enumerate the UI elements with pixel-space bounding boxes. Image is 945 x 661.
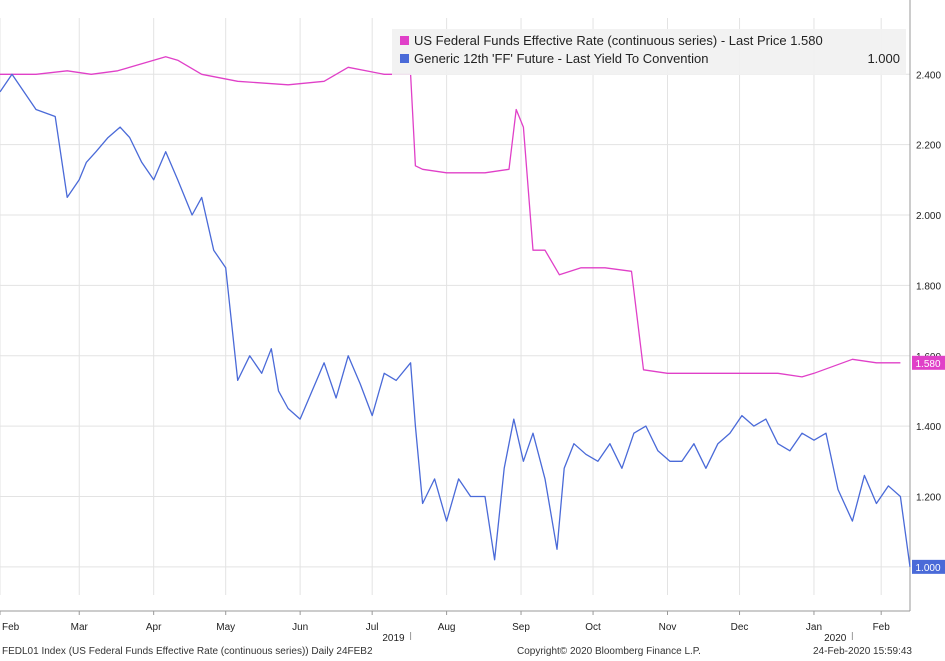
footer-copyright: Copyright© 2020 Bloomberg Finance L.P. [517, 646, 701, 657]
x-tick-label: Oct [585, 622, 601, 633]
x-tick-label: May [216, 622, 235, 633]
year-label: 2019 [382, 633, 405, 644]
x-tick-label: Mar [71, 622, 89, 633]
x-axis: Feb Mar Apr May Jun Jul Aug Sep Oct Nov Dec Jan Feb 2… [0, 610, 910, 644]
x-tick-label: Sep [512, 622, 530, 633]
y-tick-label: 2.400 [916, 70, 941, 81]
last-value-text-0: 1.580 [915, 359, 940, 370]
grid [0, 0, 911, 611]
last-value-text-1: 1.000 [915, 563, 940, 574]
legend: US Federal Funds Effective Rate (continu… [392, 29, 906, 75]
y-tick-label: 2.200 [916, 141, 941, 152]
legend-box [392, 29, 906, 75]
y-tick-label: 1.400 [916, 422, 941, 433]
x-tick-label: Jan [806, 622, 822, 633]
footer: FEDL01 Index (US Federal Funds Effective… [0, 644, 945, 661]
legend-swatch-1 [400, 54, 409, 63]
x-tick-label: Feb [873, 622, 891, 633]
x-tick-label: Nov [659, 622, 677, 633]
year-label: 2020 [824, 633, 847, 644]
footer-source: FEDL01 Index (US Federal Funds Effective… [2, 646, 373, 657]
x-tick-label: Aug [438, 622, 456, 633]
legend-value-1: 1.000 [867, 51, 900, 66]
x-tick-label: Feb [2, 622, 20, 633]
x-tick-label: Apr [146, 622, 162, 633]
footer-timestamp: 24-Feb-2020 15:59:43 [813, 646, 912, 657]
last-value-badge-0 [912, 355, 945, 370]
y-tick-label: 1.200 [916, 492, 941, 503]
legend-label-1: Generic 12th 'FF' Future - Last Yield To… [414, 51, 709, 66]
legend-label-0: US Federal Funds Effective Rate (continu… [414, 33, 823, 48]
series-line-1 [0, 73, 911, 567]
legend-swatch-0 [400, 36, 409, 45]
y-tick-label: 2.000 [916, 211, 941, 222]
x-tick-label: Jul [366, 622, 379, 633]
series-line-0 [0, 56, 901, 378]
x-tick-label: Jun [292, 622, 308, 633]
last-value-labels: 1.580 1.000 [912, 355, 945, 574]
line-chart: 1.0001.2001.4001.6001.8002.0002.2002.400… [0, 0, 945, 644]
x-tick-label: Dec [731, 622, 749, 633]
last-value-badge-1 [912, 559, 945, 574]
series-lines [0, 56, 911, 567]
y-tick-label: 1.800 [916, 281, 941, 292]
